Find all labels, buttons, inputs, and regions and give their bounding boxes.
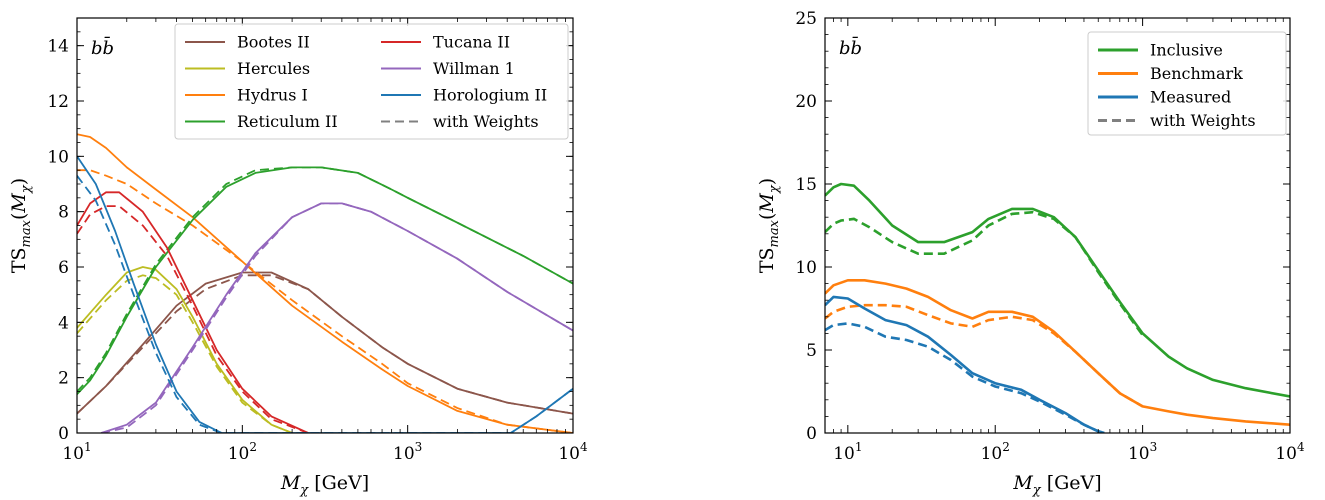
legend-item-hydrus-i: Hydrus I bbox=[185, 86, 308, 105]
legend-label: Inclusive bbox=[1150, 41, 1223, 60]
x-axis-label: Mχ [GeV] bbox=[1012, 472, 1101, 498]
channel-annotation: bb̄ bbox=[839, 35, 862, 59]
x-tick-label: 103 bbox=[1128, 440, 1157, 464]
legend: Bootes II Tucana II Hercules Willman 1 Hydru… bbox=[174, 23, 569, 140]
channel-annotation: bb̄ bbox=[91, 35, 114, 59]
chart-panel-1: 0 2 4 6 8 10 12 14 101 102 103 104 Mχ [GeV] TSmax(Mχ)… bbox=[8, 17, 588, 498]
series-weighted-line-reticulum-ii bbox=[77, 166, 573, 393]
series-line-horologium-ii bbox=[77, 155, 573, 433]
series-line-willman-1 bbox=[100, 202, 573, 433]
series-line-hercules bbox=[77, 266, 293, 433]
legend-item-horologium-ii: Horologium II bbox=[381, 86, 547, 105]
x-tick-label: 102 bbox=[228, 440, 257, 464]
y-tick-label: 8 bbox=[58, 203, 69, 223]
series-line-hydrus-i bbox=[77, 133, 573, 433]
legend-item-hercules: Hercules bbox=[185, 59, 310, 78]
legend-label: Reticulum II bbox=[237, 112, 338, 131]
series-weighted-line-hercules bbox=[77, 274, 293, 433]
series-line-inclusive bbox=[825, 182, 1290, 398]
series-weighted-line-hydrus-i bbox=[77, 169, 573, 433]
y-tick-label: 20 bbox=[795, 92, 817, 112]
y-tick-label: 2 bbox=[58, 369, 69, 389]
legend-item-reticulum-ii: Reticulum II bbox=[185, 112, 338, 131]
x-tick-label: 101 bbox=[62, 440, 91, 464]
legend-label: Hydrus I bbox=[237, 86, 308, 105]
y-tick-label: 0 bbox=[806, 424, 817, 444]
series-weighted-line-benchmark bbox=[825, 303, 1144, 408]
y-axis: 0 2 4 6 8 10 12 14 bbox=[47, 17, 573, 444]
y-axis-label: TSmax(Mχ) bbox=[8, 178, 34, 273]
series-line-reticulum-ii bbox=[77, 166, 573, 395]
series-weighted-line-measured bbox=[825, 322, 1105, 433]
y-tick-label: 0 bbox=[58, 424, 69, 444]
series-line-bootes-ii bbox=[77, 271, 573, 415]
series-group bbox=[825, 182, 1290, 433]
series-weighted-line-horologium-ii bbox=[77, 175, 573, 433]
series-line-tucana-ii bbox=[77, 191, 309, 433]
chart-panel-2: 0 5 10 15 20 25 101 102 103 104 Mχ [GeV] TSmax(Mχ) b… bbox=[756, 9, 1305, 498]
series-weighted-line-bootes-ii bbox=[77, 274, 573, 415]
legend-item-bootes-ii: Bootes II bbox=[185, 33, 310, 52]
y-tick-label: 15 bbox=[795, 175, 817, 195]
plot-frame bbox=[824, 17, 1291, 434]
series-weighted-line-willman-1 bbox=[101, 202, 573, 433]
legend-label: Willman 1 bbox=[433, 59, 515, 78]
y-tick-label: 12 bbox=[47, 92, 69, 112]
legend-label: with Weights bbox=[1150, 111, 1256, 130]
series-weighted-line-tucana-ii bbox=[77, 205, 309, 433]
legend-item-benchmark: Benchmark bbox=[1098, 64, 1243, 83]
legend-label: Hercules bbox=[237, 59, 310, 78]
x-tick-label: 101 bbox=[833, 440, 862, 464]
legend-item-willman-1: Willman 1 bbox=[381, 59, 515, 78]
y-tick-label: 5 bbox=[806, 341, 817, 361]
series-group bbox=[77, 133, 573, 433]
y-tick-label: 4 bbox=[58, 313, 69, 333]
legend-item-with-weights: with Weights bbox=[1098, 111, 1256, 130]
y-tick-label: 10 bbox=[795, 258, 817, 278]
series-line-benchmark bbox=[825, 278, 1290, 426]
y-axis-label: TSmax(Mχ) bbox=[756, 178, 782, 273]
y-axis: 0 5 10 15 20 25 bbox=[795, 9, 1290, 444]
series-weighted-line-inclusive bbox=[825, 210, 1144, 336]
legend-label: Bootes II bbox=[237, 33, 310, 52]
y-tick-label: 6 bbox=[58, 258, 69, 278]
x-axis-label: Mχ [GeV] bbox=[280, 472, 369, 498]
legend-label: Tucana II bbox=[433, 33, 510, 52]
y-tick-label: 14 bbox=[47, 37, 69, 57]
legend-label: Measured bbox=[1150, 88, 1231, 107]
x-tick-label: 102 bbox=[981, 440, 1010, 464]
legend-item-measured: Measured bbox=[1098, 88, 1231, 107]
x-tick-label: 103 bbox=[393, 440, 422, 464]
legend-item-inclusive: Inclusive bbox=[1098, 41, 1223, 60]
x-tick-label: 104 bbox=[558, 440, 588, 464]
y-tick-label: 10 bbox=[47, 147, 69, 167]
y-tick-label: 25 bbox=[795, 9, 817, 29]
legend-label: with Weights bbox=[433, 112, 539, 131]
legend: Inclusive Benchmark Measured with Weights bbox=[1087, 31, 1287, 136]
legend-item-with-weights: with Weights bbox=[381, 112, 539, 131]
legend-item-tucana-ii: Tucana II bbox=[381, 33, 510, 52]
x-tick-label: 104 bbox=[1275, 440, 1305, 464]
legend-label: Benchmark bbox=[1150, 64, 1243, 83]
legend-label: Horologium II bbox=[433, 86, 547, 105]
